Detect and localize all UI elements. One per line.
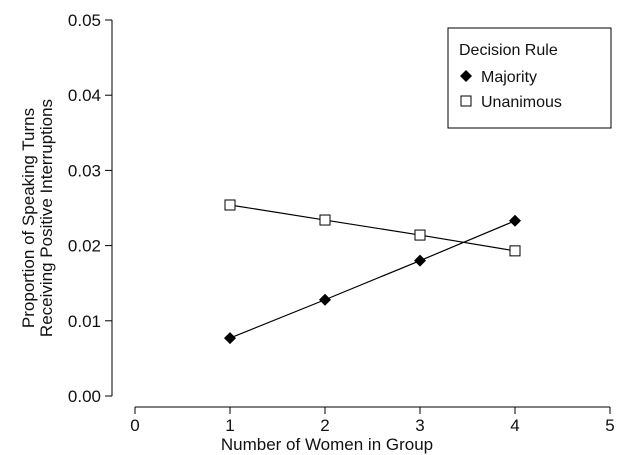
- x-tick-label: 4: [510, 416, 519, 435]
- unanimous-point: [319, 214, 331, 226]
- y-tick-label: 0.01: [68, 312, 101, 331]
- y-tick-label: 0.03: [68, 161, 101, 180]
- y-axis-title-line-2: Receiving Positive Interruptions: [37, 99, 56, 337]
- majority-point: [414, 254, 426, 267]
- unanimous-point: [509, 245, 521, 257]
- legend-unanimous-label: Unanimous: [481, 94, 562, 111]
- majority-point: [319, 293, 331, 306]
- y-axis-title-line-1: Proportion of Speaking Turns: [19, 108, 38, 328]
- y-tick-label: 0.05: [68, 11, 101, 30]
- majority-point: [509, 214, 521, 227]
- x-axis-title: Number of Women in Group: [221, 435, 433, 454]
- x-tick-label: 5: [605, 416, 614, 435]
- unanimous-line: [229, 204, 516, 252]
- legend-unanimous-marker: [460, 95, 472, 107]
- legend-box: [447, 27, 612, 129]
- legend-majority-marker: [460, 70, 472, 82]
- y-axis-title: Proportion of Speaking Turns Receiving P…: [19, 99, 56, 337]
- majority-line: [229, 220, 516, 339]
- x-tick-label: 2: [320, 416, 329, 435]
- x-tick-label: 1: [225, 416, 234, 435]
- majority-point: [224, 332, 236, 345]
- unanimous-point: [224, 199, 236, 211]
- y-tick-label: 0.02: [68, 237, 101, 256]
- axes: 0.00 0.01 0.02 0.03 0.04 0.05 0 1 2 3 4 5: [68, 11, 615, 435]
- legend-majority-label: Majority: [481, 69, 537, 86]
- x-tick-label: 0: [130, 416, 139, 435]
- unanimous-point: [414, 229, 426, 241]
- series-layer: [224, 199, 521, 345]
- y-tick-label: 0.04: [68, 86, 101, 105]
- legend-title: Decision Rule: [459, 42, 558, 59]
- legend: Decision Rule Majority Unanimous: [447, 27, 612, 129]
- y-tick-label: 0.00: [68, 387, 101, 406]
- x-tick-label: 3: [415, 416, 424, 435]
